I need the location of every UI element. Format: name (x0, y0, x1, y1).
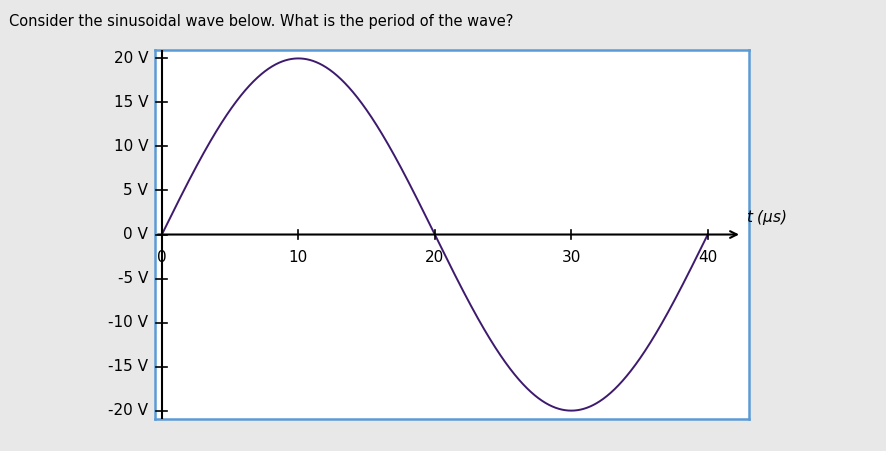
Text: 15 V: 15 V (113, 95, 148, 110)
Text: 0 V: 0 V (123, 227, 148, 242)
Text: 30: 30 (562, 250, 581, 265)
Text: -5 V: -5 V (118, 271, 148, 286)
Text: -20 V: -20 V (108, 403, 148, 418)
Text: 40: 40 (698, 250, 718, 265)
Text: 20: 20 (425, 250, 445, 265)
Text: -10 V: -10 V (108, 315, 148, 330)
Text: 10 V: 10 V (113, 139, 148, 154)
Text: 20 V: 20 V (113, 51, 148, 66)
Text: 0: 0 (157, 250, 167, 265)
Text: $t$ (μs): $t$ (μs) (746, 208, 787, 227)
Text: Consider the sinusoidal wave below. What is the period of the wave?: Consider the sinusoidal wave below. What… (9, 14, 513, 28)
Text: 10: 10 (289, 250, 308, 265)
Text: 5 V: 5 V (123, 183, 148, 198)
Text: -15 V: -15 V (108, 359, 148, 374)
